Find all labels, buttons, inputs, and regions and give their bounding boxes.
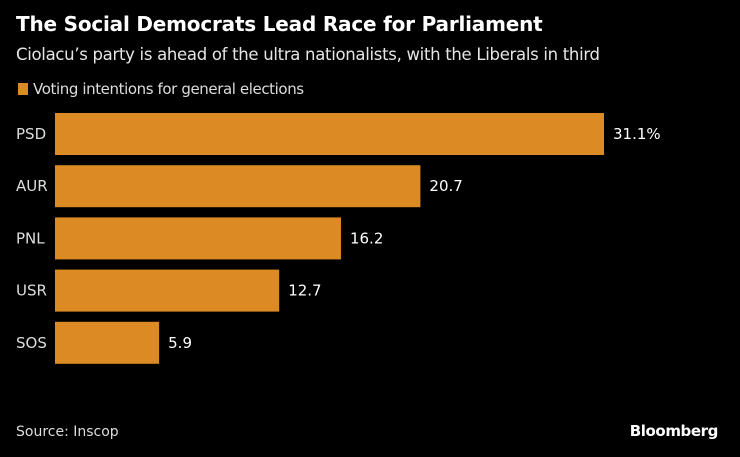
category-label: USR — [16, 282, 47, 300]
bloomberg-logo: Bloomberg — [629, 422, 719, 440]
data-label: 16.2 — [350, 229, 383, 247]
data-label: 12.7 — [288, 282, 321, 300]
category-label: SOS — [16, 334, 47, 352]
category-label: AUR — [16, 177, 48, 195]
source-note: Source: Inscop — [16, 424, 119, 440]
category-label: PNL — [16, 229, 45, 247]
chart-title: The Social Democrats Lead Race for Parli… — [16, 12, 543, 36]
bar-psd — [55, 113, 604, 155]
chart-subtitle: Ciolacu’s party is ahead of the ultra na… — [16, 45, 600, 64]
bar-sos — [55, 321, 160, 364]
data-label: 20.7 — [429, 177, 462, 195]
legend: Voting intentions for general elections — [18, 80, 304, 98]
data-label: 5.9 — [168, 334, 192, 352]
bar-usr — [55, 269, 280, 312]
bar-pnl — [55, 217, 341, 260]
legend-label: Voting intentions for general elections — [33, 80, 304, 98]
data-label: 31.1% — [613, 125, 661, 143]
category-label: PSD — [16, 125, 46, 143]
legend-swatch — [18, 83, 28, 95]
bar-aur — [55, 165, 421, 208]
